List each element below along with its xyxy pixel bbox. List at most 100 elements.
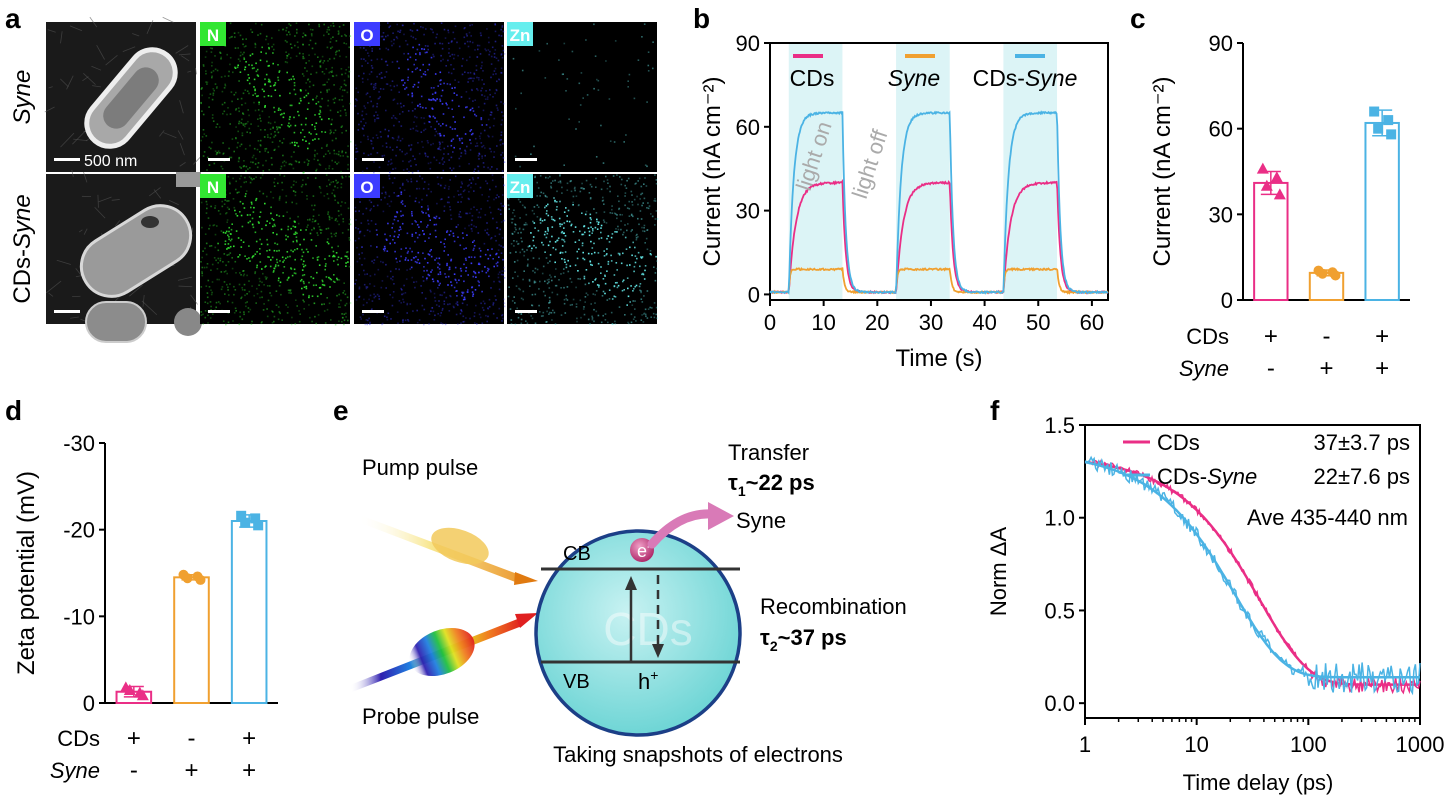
edx-pixel <box>440 22 443 24</box>
edx-pixel <box>411 211 413 213</box>
edx-pixel <box>393 124 395 127</box>
edx-pixel <box>652 41 654 43</box>
edx-pixel <box>431 107 433 110</box>
edx-pixel <box>471 230 473 232</box>
edx-pixel <box>279 168 282 170</box>
edx-pixel <box>242 270 244 272</box>
edx-pixel <box>646 165 648 168</box>
edx-pixel <box>244 148 247 150</box>
edx-pixel <box>364 273 366 276</box>
edx-pixel <box>255 302 257 304</box>
edx-pixel <box>471 219 473 222</box>
edx-pixel <box>358 237 360 240</box>
edx-pixel <box>314 220 317 222</box>
edx-pixel <box>251 256 253 259</box>
edx-pixel <box>385 263 387 266</box>
edx-pixel <box>244 294 246 297</box>
edx-pixel <box>293 141 296 144</box>
edx-pixel <box>555 248 557 251</box>
edx-pixel <box>296 248 299 250</box>
edx-pixel <box>616 281 618 284</box>
edx-pixel <box>326 91 329 93</box>
edx-pixel <box>285 27 288 29</box>
edx-pixel <box>531 293 534 296</box>
edx-pixel <box>423 48 426 51</box>
edx-pixel <box>600 321 603 324</box>
edx-pixel <box>470 256 473 258</box>
edx-pixel <box>584 301 586 303</box>
edx-pixel <box>332 98 335 101</box>
edx-pixel <box>493 280 495 283</box>
edx-pixel <box>406 302 409 305</box>
edx-pixel <box>449 126 452 128</box>
edx-pixel <box>538 257 540 260</box>
edx-pixel <box>294 233 297 235</box>
edx-pixel <box>214 309 216 311</box>
edx-pixel <box>260 322 263 324</box>
edx-pixel <box>391 304 394 307</box>
edx-pixel <box>626 264 628 267</box>
edx-pixel <box>356 99 358 102</box>
edx-pixel <box>249 181 252 184</box>
edx-pixel <box>204 56 207 58</box>
edx-pixel <box>247 120 249 123</box>
edx-pixel <box>311 295 314 297</box>
edx-pixel <box>342 24 345 26</box>
edx-pixel <box>293 268 296 271</box>
edx-pixel <box>282 154 284 157</box>
edx-pixel <box>383 38 385 41</box>
edx-pixel <box>518 227 521 230</box>
edx-pixel <box>345 69 347 71</box>
edx-pixel <box>269 222 271 224</box>
edx-pixel <box>415 256 417 258</box>
scale-bar <box>54 310 80 313</box>
edx-pixel <box>415 164 417 166</box>
edx-pixel <box>234 209 236 212</box>
edx-pixel <box>439 98 441 101</box>
edx-pixel <box>331 246 333 249</box>
edx-pixel <box>626 229 628 232</box>
edx-pixel <box>253 78 256 81</box>
edx-map-O-row-1: O <box>354 22 506 174</box>
channel-tag <box>354 22 380 46</box>
edx-pixel <box>440 60 442 62</box>
edx-pixel <box>501 320 503 322</box>
edx-pixel <box>207 279 210 282</box>
edx-pixel <box>428 313 431 315</box>
edx-pixel <box>309 218 311 221</box>
edx-pixel <box>422 146 424 148</box>
edx-pixel <box>227 289 229 291</box>
edx-pixel <box>457 190 459 192</box>
edx-pixel <box>439 143 441 146</box>
edx-pixel <box>393 192 395 194</box>
edx-pixel <box>472 178 475 181</box>
edx-pixel <box>319 109 321 112</box>
edx-pixel <box>281 189 284 191</box>
edx-pixel <box>201 94 203 97</box>
edx-pixel <box>559 225 562 228</box>
edx-pixel <box>402 24 404 27</box>
annotation-light-off: light off <box>847 126 893 202</box>
edx-pixel <box>239 211 241 213</box>
edx-pixel <box>565 207 567 209</box>
edx-pixel <box>317 101 320 103</box>
edx-pixel <box>315 322 317 325</box>
edx-pixel <box>281 319 283 321</box>
edx-pixel <box>471 177 474 179</box>
edx-pixel <box>385 146 388 148</box>
edx-pixel <box>624 236 627 239</box>
edx-pixel <box>450 156 453 159</box>
edx-pixel <box>431 269 433 271</box>
edx-pixel <box>321 229 323 231</box>
edx-pixel <box>262 309 265 311</box>
edx-pixel <box>585 39 587 41</box>
edx-pixel <box>246 293 248 295</box>
edx-pixel <box>266 220 268 222</box>
edx-pixel <box>346 155 349 158</box>
edx-pixel <box>571 303 573 306</box>
edx-pixel <box>471 24 473 26</box>
edx-pixel <box>239 315 241 318</box>
edx-pixel <box>363 105 366 107</box>
edx-pixel <box>558 217 561 220</box>
edx-pixel <box>454 79 456 81</box>
